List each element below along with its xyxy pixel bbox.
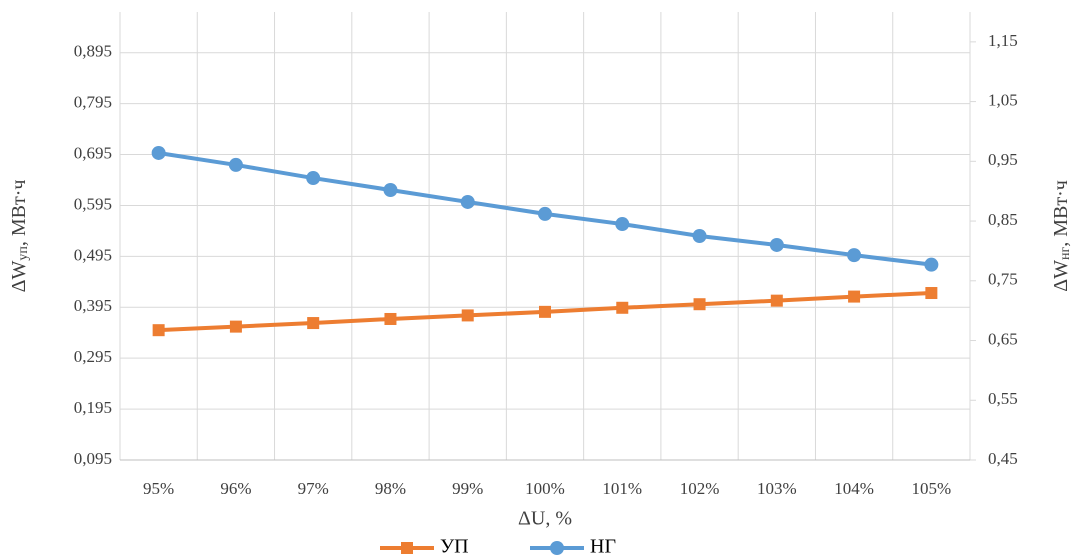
x-tick-label: 103% [757,479,797,498]
x-tick-label: 95% [143,479,174,498]
marker [848,290,861,303]
x-tick-label: 97% [298,479,329,498]
marker [306,171,321,186]
marker [550,541,564,555]
marker [229,320,242,333]
marker [615,217,630,232]
marker [460,194,475,209]
y2-tick-label: 0,55 [988,389,1018,408]
marker [616,301,629,314]
x-tick-label: 105% [912,479,952,498]
marker [461,309,474,322]
x-tick-label: 101% [602,479,642,498]
marker [693,298,706,311]
y-tick-label: 0,595 [74,194,112,213]
y2-tick-label: 1,15 [988,31,1018,50]
legend-label: НГ [590,536,616,558]
y2-tick-label: 0,75 [988,270,1018,289]
marker [152,324,165,337]
y-tick-label: 0,895 [74,42,112,61]
marker [770,294,783,307]
marker [925,287,938,300]
marker [307,317,320,330]
y-tick-label: 0,795 [74,93,112,112]
y-tick-label: 0,195 [74,398,112,417]
y-tick-label: 0,395 [74,296,112,315]
y-axis-label: ΔWуп, МВт·ч [8,180,32,293]
x-axis-label: ΔU, % [518,508,572,530]
y-tick-label: 0,295 [74,347,112,366]
marker [692,229,707,243]
y2-tick-label: 0,65 [988,329,1018,348]
marker [383,183,398,198]
marker [924,257,939,272]
marker [384,312,397,325]
x-tick-label: 98% [375,479,406,498]
x-tick-label: 104% [834,479,874,498]
y2-tick-label: 1,05 [988,91,1018,110]
y2-tick-label: 0,45 [988,449,1018,468]
legend-label: УП [440,536,469,558]
x-tick-label: 99% [452,479,483,498]
x-tick-label: 96% [220,479,251,498]
marker [228,157,243,172]
marker [538,206,552,221]
series [152,287,938,337]
y-tick-label: 0,095 [74,449,112,468]
marker [151,145,166,160]
y2-tick-label: 0,85 [988,210,1018,229]
y-tick-label: 0,495 [74,245,112,264]
marker [847,248,862,263]
y2-tick-label: 0,95 [988,150,1018,169]
series [151,145,939,272]
grid [119,12,971,461]
x-tick-label: 100% [525,479,565,498]
y2-axis-label: ΔWнг, МВт·ч [1050,180,1074,292]
marker [769,237,784,252]
marker [401,542,413,554]
marker [539,305,551,318]
x-tick-label: 102% [680,479,720,498]
y-tick-label: 0,695 [74,143,112,162]
